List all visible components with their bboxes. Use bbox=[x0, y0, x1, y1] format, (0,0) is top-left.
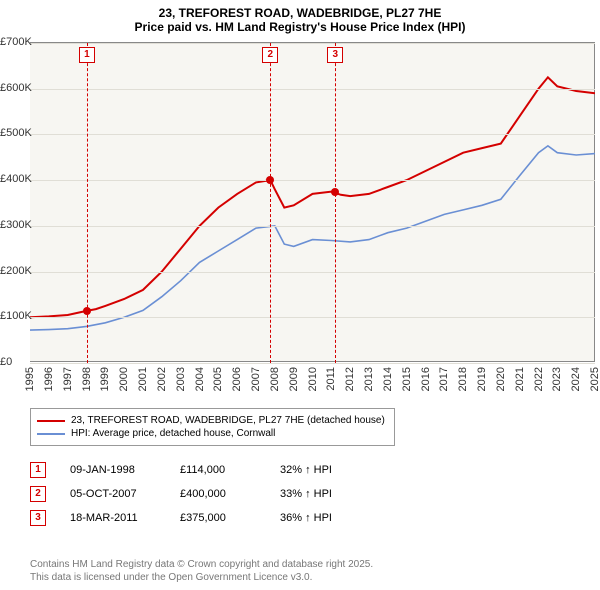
x-axis-label: 2010 bbox=[307, 367, 319, 391]
event-number-box: 2 bbox=[30, 486, 46, 502]
event-point-icon bbox=[331, 188, 339, 196]
events-table: 1 09-JAN-1998£114,00032% ↑ HPI 2 05-OCT-200… bbox=[30, 454, 595, 534]
x-axis-label: 2000 bbox=[118, 367, 130, 391]
x-axis-label: 2007 bbox=[250, 367, 262, 391]
x-axis-label: 2006 bbox=[231, 367, 243, 391]
chart-legend: 23, TREFOREST ROAD, WADEBRIDGE, PL27 7HE… bbox=[30, 408, 395, 446]
x-axis-label: 1996 bbox=[43, 367, 55, 391]
x-axis-label: 2019 bbox=[476, 367, 488, 391]
event-table-row: 1 09-JAN-1998£114,00032% ↑ HPI bbox=[30, 462, 595, 478]
event-note: 33% ↑ HPI bbox=[280, 488, 595, 500]
x-axis-label: 2003 bbox=[175, 367, 187, 391]
legend-label: 23, TREFOREST ROAD, WADEBRIDGE, PL27 7HE… bbox=[71, 415, 385, 426]
event-number-box: 3 bbox=[30, 510, 46, 526]
gridline-y bbox=[30, 363, 595, 364]
x-axis-label: 2021 bbox=[514, 367, 526, 391]
y-axis-label: £500K bbox=[0, 127, 44, 139]
x-axis-label: 2015 bbox=[401, 367, 413, 391]
title-line-1: 23, TREFOREST ROAD, WADEBRIDGE, PL27 7HE bbox=[0, 6, 600, 20]
x-axis-label: 2002 bbox=[156, 367, 168, 391]
x-axis-label: 1995 bbox=[24, 367, 36, 391]
legend-label: HPI: Average price, detached house, Corn… bbox=[71, 428, 275, 439]
event-vertical-line bbox=[335, 43, 336, 363]
x-axis-label: 2013 bbox=[363, 367, 375, 391]
x-axis-label: 2004 bbox=[194, 367, 206, 391]
event-date: 05-OCT-2007 bbox=[70, 488, 180, 500]
footer-attribution: Contains HM Land Registry data © Crown c… bbox=[30, 558, 373, 584]
y-axis-label: £0 bbox=[0, 356, 44, 368]
x-axis-label: 2018 bbox=[457, 367, 469, 391]
event-date: 09-JAN-1998 bbox=[70, 464, 180, 476]
event-price: £400,000 bbox=[180, 488, 280, 500]
footer-line-2: This data is licensed under the Open Gov… bbox=[30, 571, 373, 584]
event-vertical-line bbox=[87, 43, 88, 363]
x-axis-label: 2022 bbox=[533, 367, 545, 391]
x-axis-label: 2009 bbox=[288, 367, 300, 391]
legend-swatch-icon bbox=[37, 433, 65, 435]
event-point-icon bbox=[266, 176, 274, 184]
gridline-y bbox=[30, 43, 595, 44]
event-table-row: 2 05-OCT-2007£400,00033% ↑ HPI bbox=[30, 486, 595, 502]
event-date: 18-MAR-2011 bbox=[70, 512, 180, 524]
x-axis-label: 2012 bbox=[344, 367, 356, 391]
y-axis-label: £400K bbox=[0, 173, 44, 185]
chart-title-block: 23, TREFOREST ROAD, WADEBRIDGE, PL27 7HE… bbox=[0, 0, 600, 38]
x-axis-label: 1997 bbox=[62, 367, 74, 391]
x-axis-label: 2017 bbox=[438, 367, 450, 391]
x-axis-label: 2008 bbox=[269, 367, 281, 391]
gridline-y bbox=[30, 89, 595, 90]
event-table-row: 3 18-MAR-2011£375,00036% ↑ HPI bbox=[30, 510, 595, 526]
legend-row: 23, TREFOREST ROAD, WADEBRIDGE, PL27 7HE… bbox=[37, 415, 388, 426]
x-axis-label: 2001 bbox=[137, 367, 149, 391]
event-point-icon bbox=[83, 307, 91, 315]
x-axis-label: 1999 bbox=[99, 367, 111, 391]
chart-svg bbox=[30, 43, 595, 363]
series-line bbox=[30, 77, 595, 317]
gridline-y bbox=[30, 226, 595, 227]
y-axis-label: £200K bbox=[0, 265, 44, 277]
y-axis-label: £300K bbox=[0, 219, 44, 231]
event-price: £375,000 bbox=[180, 512, 280, 524]
y-axis-label: £700K bbox=[0, 36, 44, 48]
x-axis-label: 2020 bbox=[495, 367, 507, 391]
gridline-y bbox=[30, 180, 595, 181]
x-axis-label: 1998 bbox=[81, 367, 93, 391]
y-axis-label: £100K bbox=[0, 310, 44, 322]
chart-plot-area: £0£100K£200K£300K£400K£500K£600K£700K199… bbox=[30, 42, 595, 362]
event-number-box: 1 bbox=[30, 462, 46, 478]
x-axis-label: 2024 bbox=[570, 367, 582, 391]
event-marker-box: 1 bbox=[79, 47, 95, 63]
y-axis-label: £600K bbox=[0, 82, 44, 94]
legend-row: HPI: Average price, detached house, Corn… bbox=[37, 428, 388, 439]
gridline-y bbox=[30, 317, 595, 318]
event-note: 32% ↑ HPI bbox=[280, 464, 595, 476]
legend-swatch-icon bbox=[37, 420, 65, 422]
x-axis-label: 2016 bbox=[420, 367, 432, 391]
x-axis-label: 2014 bbox=[382, 367, 394, 391]
event-marker-box: 2 bbox=[262, 47, 278, 63]
x-axis-label: 2005 bbox=[212, 367, 224, 391]
x-axis-label: 2025 bbox=[589, 367, 600, 391]
gridline-y bbox=[30, 272, 595, 273]
x-axis-label: 2023 bbox=[551, 367, 563, 391]
event-marker-box: 3 bbox=[327, 47, 343, 63]
event-vertical-line bbox=[270, 43, 271, 363]
footer-line-1: Contains HM Land Registry data © Crown c… bbox=[30, 558, 373, 571]
title-line-2: Price paid vs. HM Land Registry's House … bbox=[0, 20, 600, 34]
event-note: 36% ↑ HPI bbox=[280, 512, 595, 524]
x-axis-label: 2011 bbox=[325, 367, 337, 391]
event-price: £114,000 bbox=[180, 464, 280, 476]
gridline-y bbox=[30, 134, 595, 135]
